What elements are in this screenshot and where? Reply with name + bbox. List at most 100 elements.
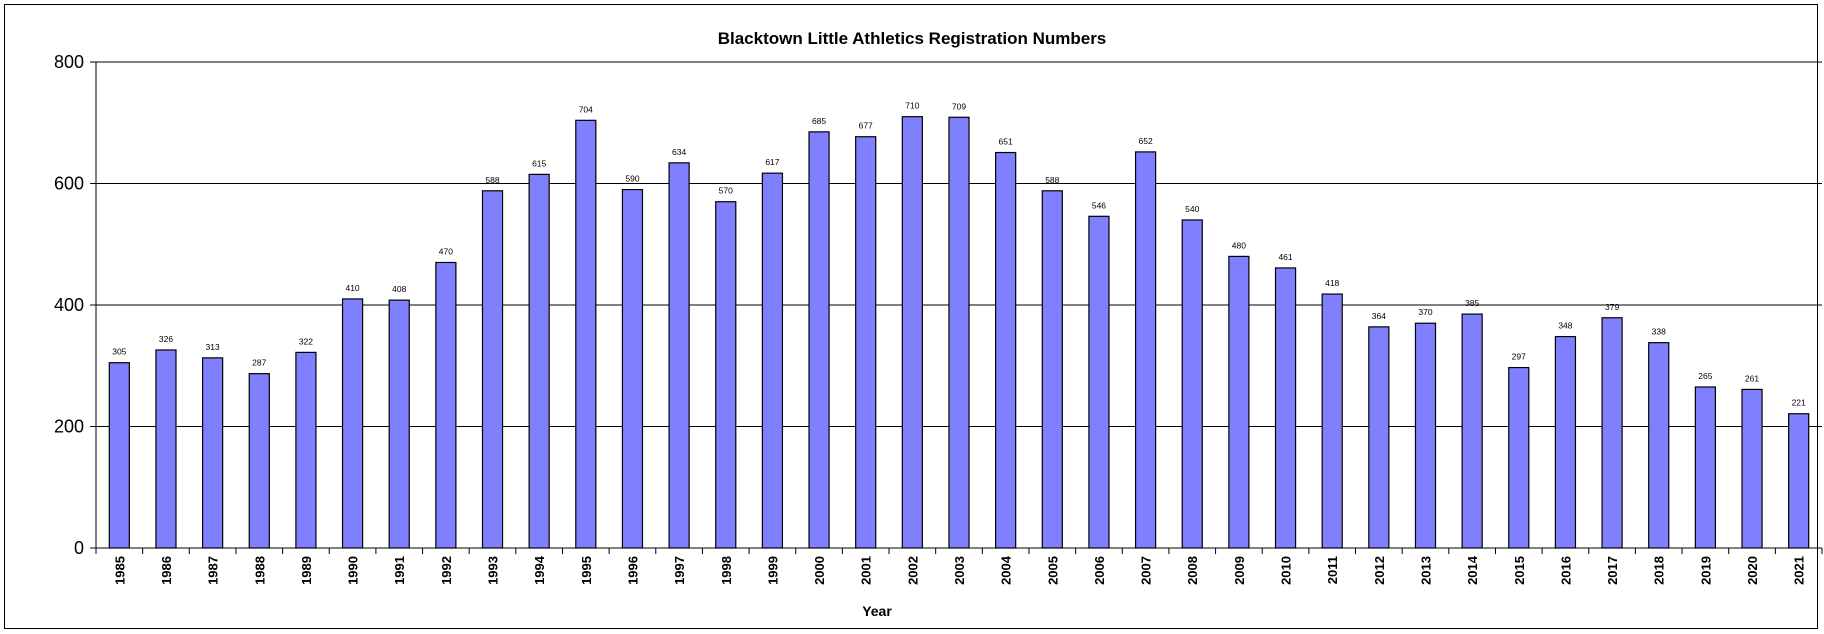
x-tick-label-2004: 2004 [999,555,1014,585]
bar-1993 [481,190,504,549]
data-label-1987: 313 [206,342,220,352]
bar-1986 [155,349,177,549]
x-tick-label-2018: 2018 [1652,556,1667,585]
bar-1995 [575,119,597,549]
x-tick-label-2000: 2000 [812,556,827,585]
data-label-2020: 261 [1745,373,1759,383]
bar-2005 [1041,190,1063,549]
bar-1985 [108,362,130,549]
x-tick-label-2011: 2011 [1325,556,1340,584]
x-tick-label-1989: 1989 [299,556,314,585]
bar-2000 [808,131,830,549]
x-tick-label-2003: 2003 [952,556,967,585]
bar-2007 [1134,151,1157,549]
x-tick-label-2007: 2007 [1139,556,1154,585]
data-label-2008: 540 [1185,204,1199,214]
x-tick-label-2010: 2010 [1279,556,1294,585]
x-tick-label-2016: 2016 [1558,556,1573,585]
bar-2012 [1368,326,1390,549]
x-tick-label-1992: 1992 [439,556,454,585]
x-axis-ticks: 1985 1986 1987 1988 1989 1990 1991 1992 1993 1994… [95,548,1823,585]
data-label-2011: 418 [1325,278,1339,288]
y-axis-ticks: 0 200 400 600 800 [54,52,96,558]
data-label-2006: 546 [1092,200,1106,210]
bar-2008 [1181,219,1203,549]
x-tick-label-2002: 2002 [905,556,920,585]
y-tick-label: 200 [54,417,84,437]
bar-2010 [1274,267,1297,549]
bar-2017 [1601,317,1623,549]
bar-2020 [1741,388,1763,549]
x-tick-label-2008: 2008 [1185,556,1200,585]
bar-1996 [621,188,644,549]
data-label-2017: 379 [1605,302,1619,312]
bar-2003 [948,116,970,549]
data-label-1992: 470 [439,246,453,256]
bar-1988 [248,373,270,549]
data-label-2005: 588 [1045,175,1059,185]
data-label-1997: 634 [672,147,686,157]
x-tick-label-2019: 2019 [1698,556,1713,585]
data-label-2012: 364 [1372,311,1386,321]
data-label-1994: 615 [532,158,546,168]
bar-1991 [388,299,410,549]
x-tick-label-2017: 2017 [1605,556,1620,585]
data-label-2007: 652 [1138,136,1152,146]
x-tick-label-2015: 2015 [1512,556,1527,585]
bar-2009 [1228,255,1250,549]
x-tick-label-1988: 1988 [252,556,267,585]
x-tick-label-1995: 1995 [579,556,594,585]
data-label-2004: 651 [999,137,1013,147]
x-tick-label-1986: 1986 [159,556,174,585]
data-label-2016: 348 [1558,321,1572,331]
bar-2021 [1788,413,1810,549]
x-tick-label-1985: 1985 [112,556,127,585]
x-tick-label-2014: 2014 [1465,555,1480,585]
bar-1998 [715,201,737,549]
data-label-1991: 408 [392,284,406,294]
x-tick-label-2021: 2021 [1792,556,1807,585]
data-label-2010: 461 [1278,252,1292,262]
x-tick-label-2020: 2020 [1745,556,1760,585]
data-label-2021: 221 [1792,398,1806,408]
bar-2016 [1554,335,1577,549]
x-tick-label-2012: 2012 [1372,556,1387,585]
bar-1999 [761,172,784,549]
y-tick-label: 800 [54,52,84,72]
data-label-1993: 588 [485,175,499,185]
data-label-1989: 322 [299,336,313,346]
data-label-2001: 677 [859,121,873,131]
x-tick-label-2005: 2005 [1045,556,1060,585]
data-label-1998: 570 [719,186,733,196]
data-label-1986: 326 [159,334,173,344]
data-label-1995: 704 [579,104,593,114]
bar-2001 [855,136,877,549]
data-label-2000: 685 [812,116,826,126]
bar-1990 [341,298,364,549]
bar-2011 [1321,293,1343,549]
data-label-1988: 287 [252,358,266,368]
x-tick-label-2009: 2009 [1232,556,1247,585]
bar-2006 [1088,215,1110,549]
x-tick-label-1994: 1994 [532,555,547,585]
x-tick-label-2006: 2006 [1092,556,1107,585]
x-tick-label-1991: 1991 [392,556,407,585]
bar-2019 [1694,386,1717,549]
data-label-1985: 305 [112,347,126,357]
data-label-1990: 410 [345,283,359,293]
x-tick-label-1999: 1999 [765,556,780,585]
x-tick-label-2001: 2001 [859,556,874,585]
bar-2015 [1508,366,1530,549]
data-label-2018: 338 [1652,327,1666,337]
bar-1994 [528,173,550,549]
bar-2013 [1414,322,1437,549]
y-tick-label: 0 [74,538,84,558]
data-label-2019: 265 [1698,371,1712,381]
chart-title: Blacktown Little Athletics Registration … [718,29,1107,48]
bar-1987 [201,357,224,549]
bar-1989 [295,351,317,549]
x-tick-label-1997: 1997 [672,556,687,585]
bar-2014 [1461,313,1483,549]
data-label-2013: 370 [1418,307,1432,317]
